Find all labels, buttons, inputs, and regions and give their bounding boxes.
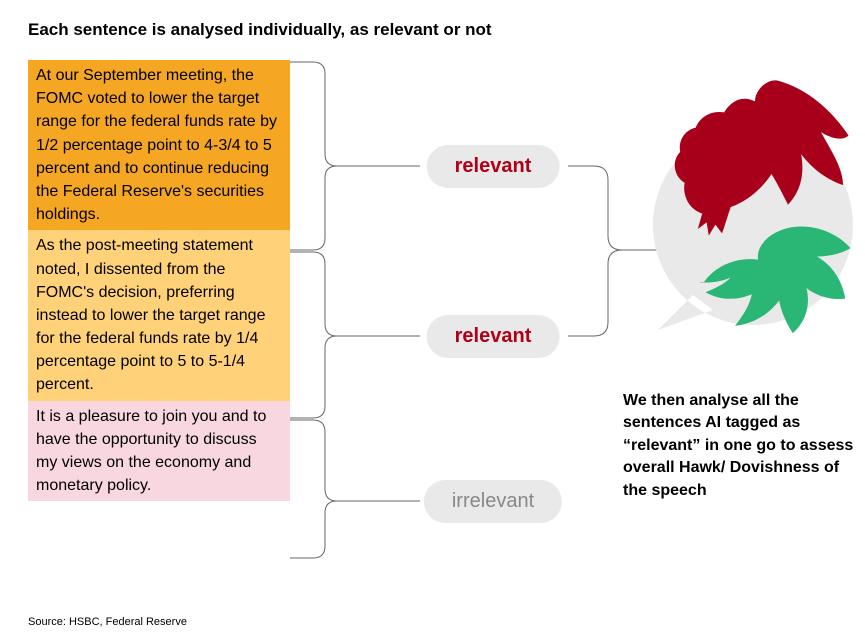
- hawk-icon: [675, 80, 849, 235]
- sentence-column: At our September meeting, the FOMC voted…: [28, 60, 290, 501]
- content-area: At our September meeting, the FOMC voted…: [28, 60, 837, 600]
- sentence-s1: At our September meeting, the FOMC voted…: [28, 60, 290, 230]
- summary-text: We then analyse all the sentences AI tag…: [623, 390, 858, 502]
- page-title: Each sentence is analysed individually, …: [28, 20, 837, 40]
- sentence-s2: As the post-meeting statement noted, I d…: [28, 230, 290, 400]
- dove-icon: [699, 226, 850, 333]
- hawk-dove-illustration: [638, 60, 865, 380]
- source-label: Source: HSBC, Federal Reserve: [28, 616, 187, 628]
- tag-irrelevant: irrelevant: [424, 480, 562, 523]
- tag-relevant-2: relevant: [427, 315, 560, 358]
- sentence-s3: It is a pleasure to join you and to have…: [28, 401, 290, 502]
- tag-relevant-1: relevant: [427, 145, 560, 188]
- page: Each sentence is analysed individually, …: [0, 0, 865, 638]
- birds-svg: [638, 60, 865, 380]
